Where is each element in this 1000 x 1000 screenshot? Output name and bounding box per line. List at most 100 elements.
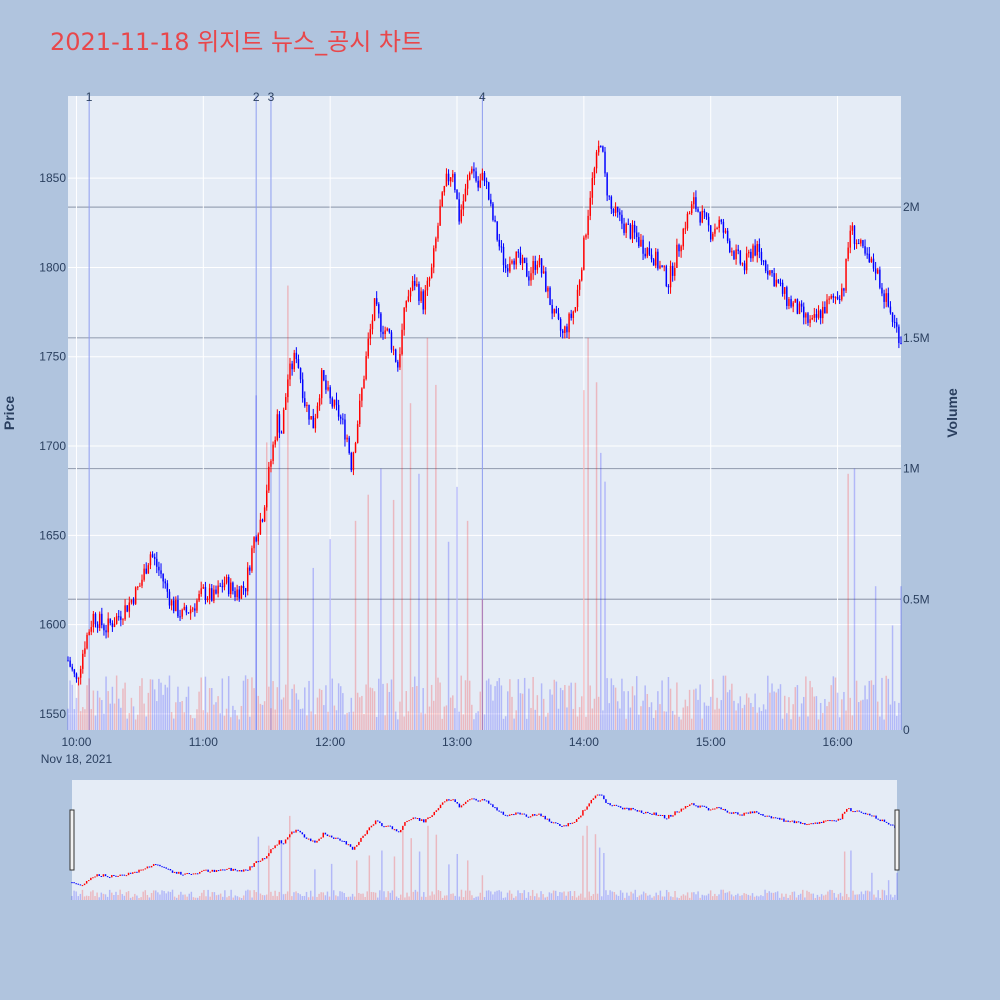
volume-bar <box>291 688 293 730</box>
slider-volume-bar <box>665 889 668 900</box>
time-tick-label: 14:00 <box>569 735 599 749</box>
slider-candle <box>358 841 360 846</box>
candle-body <box>308 404 310 420</box>
volume-bar <box>185 696 188 730</box>
candle-body <box>720 219 723 222</box>
range-slider-left-handle[interactable] <box>69 809 75 871</box>
volume-bar <box>464 680 467 730</box>
candle-body <box>380 313 382 332</box>
candle-body <box>786 287 788 306</box>
range-slider-track[interactable] <box>72 780 897 900</box>
slider-candle <box>885 821 888 823</box>
candle-body <box>388 328 391 333</box>
slider-volume-bar <box>182 894 184 900</box>
candle-body <box>597 146 600 153</box>
candle-body <box>547 287 549 292</box>
slider-candle <box>709 809 712 811</box>
candle-body <box>593 168 596 179</box>
slider-candle <box>416 818 419 820</box>
slider-volume-bar <box>682 894 685 900</box>
candle-body <box>232 582 234 592</box>
slider-volume-bar <box>316 897 318 900</box>
slider-candle <box>339 838 341 841</box>
slider-candle <box>638 810 641 812</box>
candle-body <box>585 234 587 238</box>
candle-body <box>359 400 361 425</box>
candle-body <box>151 554 154 557</box>
candle-body <box>354 442 357 453</box>
slider-volume-bar <box>379 890 381 900</box>
slider-candle <box>554 822 557 824</box>
volume-bar <box>612 685 615 730</box>
candle-body <box>498 239 501 247</box>
slider-volume-bar <box>536 893 538 900</box>
candle-body <box>542 271 545 274</box>
slider-candle <box>356 845 358 847</box>
slider-candle <box>182 874 184 876</box>
slider-candle <box>523 813 526 815</box>
slider-candle <box>431 815 433 817</box>
slider-candle <box>81 885 84 887</box>
slider-candle <box>860 811 863 813</box>
candle-body <box>265 490 268 508</box>
slider-candle <box>651 813 653 815</box>
slider-candle <box>699 805 701 808</box>
candle-body <box>466 179 469 189</box>
candle-body <box>517 251 520 253</box>
slider-volume-bar <box>73 890 75 900</box>
slider-volume-bar <box>831 890 833 900</box>
volume-bar <box>299 708 302 730</box>
candle-body <box>574 307 577 312</box>
slider-candle <box>743 812 745 816</box>
candle-body <box>819 310 822 319</box>
slider-volume-bar <box>487 890 490 900</box>
volume-bar <box>143 703 145 730</box>
slider-candle <box>607 802 609 804</box>
slider-volume-bar <box>270 891 272 900</box>
slider-volume-bar <box>157 892 159 900</box>
slider-volume-bar <box>402 828 404 900</box>
slider-volume-bar <box>626 892 628 900</box>
candle-body <box>815 314 818 318</box>
candle-body <box>762 260 765 262</box>
slider-volume-bar <box>121 894 123 900</box>
volume-bar <box>528 688 530 730</box>
slider-volume-bar <box>259 893 262 900</box>
slider-volume-bar <box>475 896 477 900</box>
candle-body <box>115 616 118 625</box>
candle-body <box>426 280 429 291</box>
slider-volume-bar <box>320 892 322 900</box>
slider-candle <box>337 837 339 839</box>
slider-candle <box>106 876 109 878</box>
range-slider[interactable] <box>69 780 900 900</box>
volume-bar <box>688 689 691 730</box>
slider-volume-bar <box>429 895 431 900</box>
slider-volume-bar <box>885 895 888 900</box>
slider-candle <box>299 830 301 833</box>
range-slider-right-handle[interactable] <box>894 809 900 871</box>
slider-volume-bar <box>349 896 352 900</box>
slider-volume-bar <box>575 897 578 900</box>
volume-bar <box>745 693 748 730</box>
slider-candle <box>529 816 532 818</box>
candle-body <box>536 264 539 270</box>
volume-bar <box>479 691 482 730</box>
slider-candle <box>609 803 611 806</box>
slider-candle <box>297 829 299 831</box>
candle-body <box>194 608 196 611</box>
slider-candle <box>293 831 295 833</box>
candle-body <box>363 379 365 389</box>
volume-bar <box>263 701 266 730</box>
volume-bar <box>523 677 526 730</box>
slider-volume-bar <box>467 860 469 900</box>
slider-volume-bar <box>699 897 701 900</box>
slider-candle <box>565 825 567 827</box>
candle-body <box>872 258 875 269</box>
volume-bar <box>507 691 509 730</box>
slider-candle <box>75 883 77 885</box>
volume-tick-label: 1.5M <box>903 331 930 345</box>
slider-volume-bar <box>276 896 278 900</box>
slider-candle <box>448 799 450 801</box>
candle-body <box>204 587 207 601</box>
slider-volume-bar <box>889 894 892 900</box>
